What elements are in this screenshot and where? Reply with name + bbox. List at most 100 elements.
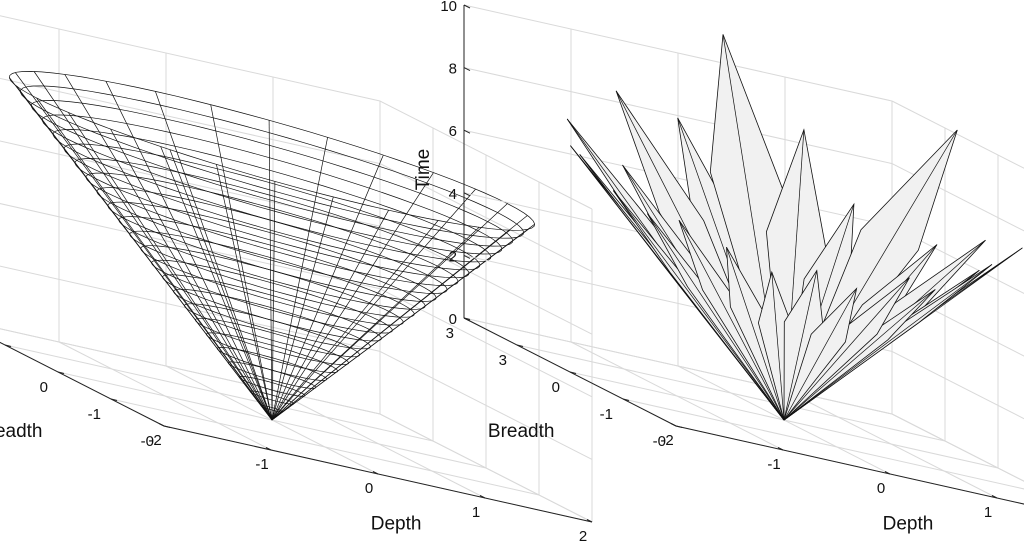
breadth-tick	[57, 371, 65, 374]
breadth-tick	[622, 398, 630, 401]
spike-ridge	[783, 288, 857, 421]
spike-ridge	[726, 247, 785, 421]
cone-spoke	[271, 181, 276, 421]
grid-line	[675, 425, 1024, 505]
breadth-tick	[516, 344, 524, 347]
depth-tick	[884, 471, 891, 475]
time-tick-label: 10	[440, 0, 457, 15]
cone-mesh	[9, 71, 535, 421]
cone-spoke	[105, 81, 273, 421]
spike-ridge	[647, 213, 785, 421]
breadth-tick-label: -1	[600, 406, 613, 423]
grid-line	[463, 67, 893, 165]
grid-line	[891, 350, 1024, 420]
time-tick	[463, 4, 471, 9]
spike-ridge	[678, 220, 785, 421]
grid-line	[4, 344, 434, 442]
time-tick-label: 6	[449, 123, 457, 140]
grid-line	[379, 225, 593, 335]
depth-tick	[479, 495, 486, 499]
grid-line	[0, 328, 381, 415]
breadth-tick	[569, 371, 577, 374]
spike-ridge	[771, 272, 785, 421]
grid-line	[379, 163, 593, 273]
cone-silhouette	[169, 149, 273, 421]
grid	[0, 15, 593, 523]
time-tick-label: 8	[449, 61, 457, 78]
cone-spoke	[155, 91, 273, 421]
spike-ridge	[783, 289, 936, 421]
depth-tick	[777, 447, 784, 451]
grid-line	[0, 15, 381, 102]
grid-line	[110, 398, 540, 496]
depth-tick-label: 2	[579, 528, 587, 545]
depth-axis-label: Depth	[371, 514, 422, 535]
depth-tick	[991, 495, 998, 499]
cone-spoke	[271, 172, 434, 421]
grid-line	[463, 4, 893, 102]
cone-spoke	[216, 164, 273, 421]
breadth-tick-label: 0	[40, 379, 48, 396]
time-axis-label: Time	[413, 149, 434, 191]
grid-line	[379, 100, 593, 210]
grid-line	[891, 100, 1024, 169]
depth-tick	[670, 423, 677, 427]
grid-line	[0, 328, 381, 415]
breadth-tick-label: 3	[446, 325, 454, 342]
spike-ridge	[783, 277, 910, 421]
cone-spoke	[271, 220, 439, 421]
breadth-tick-label: -0	[141, 433, 154, 450]
breadth-axis-label: Breadth	[0, 421, 42, 442]
time-tick	[463, 129, 471, 134]
time-tick	[463, 254, 471, 259]
cone-spoke	[15, 72, 273, 421]
grid-line	[0, 77, 381, 165]
cone-spoke	[271, 226, 480, 421]
grid-line	[516, 344, 946, 442]
cone-spoke	[271, 196, 334, 421]
depth-ticks: -2 -1 0 1 2	[148, 423, 593, 545]
depth-tick-label: -1	[255, 456, 268, 473]
depth-tick-label: -1	[767, 456, 780, 473]
depth-tick	[158, 423, 165, 427]
depth-axis-line	[675, 425, 1024, 505]
grid-line	[0, 265, 381, 352]
cone-spoke	[271, 154, 384, 421]
breadth-tick-label: 3	[499, 352, 507, 369]
time-tick	[463, 67, 471, 72]
grid-line	[0, 203, 381, 290]
spike-ridge	[613, 190, 785, 421]
depth-tick-label: -2	[660, 432, 673, 449]
depth-tick-label: 1	[472, 504, 480, 521]
depth-tick-label: 0	[877, 480, 885, 497]
depth-tick-label: 0	[365, 480, 373, 497]
spike-ridge	[783, 270, 818, 421]
spiky-surface	[566, 34, 1023, 421]
time-tick-label: 4	[449, 186, 457, 203]
grid-line	[463, 129, 893, 227]
cone-spoke	[160, 146, 273, 421]
cone-spoke	[33, 71, 273, 421]
grid-line	[891, 225, 1024, 295]
time-ticks: 0 2 4 6 8 10	[440, 0, 471, 328]
cone-spoke	[271, 210, 389, 421]
breadth-tick	[4, 344, 12, 347]
cone-spoke	[271, 137, 328, 421]
time-tick-label: 2	[449, 248, 457, 265]
depth-tick	[586, 519, 593, 523]
cone-spoke	[110, 128, 273, 421]
cone-spoke	[271, 223, 535, 421]
breadth-tick-label: 0	[552, 379, 560, 396]
grid-line	[891, 413, 1024, 482]
depth-tick-label: -2	[148, 432, 161, 449]
grid-line	[379, 288, 593, 398]
cone-spoke	[210, 104, 273, 421]
breadth-tick-label: -1	[88, 406, 101, 423]
spike-ridge	[783, 264, 993, 421]
breadth-tick	[675, 425, 683, 428]
cone-spoke	[68, 112, 273, 421]
